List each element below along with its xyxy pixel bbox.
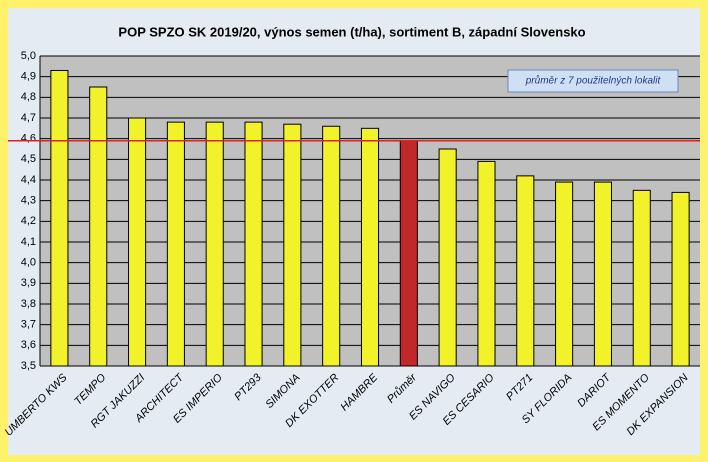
y-tick-label: 4,5: [21, 153, 36, 165]
y-tick-label: 4,3: [21, 195, 36, 207]
bar: [632, 189, 651, 367]
y-tick-label: 4,0: [21, 257, 36, 269]
bar: [516, 175, 535, 367]
bar: [555, 181, 574, 367]
y-tick-label: 3,6: [21, 339, 36, 351]
y-tick-label: 3,7: [21, 319, 36, 331]
chart-title: POP SPZO SK 2019/20, výnos semen (t/ha),…: [118, 24, 585, 39]
annotation: průměr z 7 použitelných lokalit: [525, 75, 662, 87]
bar: [89, 86, 108, 367]
y-tick-label: 4,6: [21, 133, 36, 145]
annotation-box: [507, 69, 679, 93]
y-tick-label: 4,2: [21, 215, 36, 227]
bar: [205, 121, 224, 367]
bar: [671, 191, 690, 367]
bar: [244, 121, 263, 367]
y-tick-label: 4,8: [21, 91, 36, 103]
y-tick-label: 4,9: [21, 71, 36, 83]
bar: [593, 181, 612, 367]
bar: [360, 127, 380, 367]
bar: [166, 121, 185, 367]
bar: [322, 125, 341, 367]
bar: [283, 123, 302, 367]
y-tick-label: 4,1: [21, 236, 36, 248]
bar: [438, 148, 457, 367]
y-tick-label: 3,8: [21, 298, 36, 310]
y-tick-label: 5,0: [21, 50, 36, 62]
y-tick-label: 4,7: [21, 112, 36, 124]
y-tick-label: 3,9: [21, 277, 36, 289]
bar: [50, 69, 69, 367]
y-tick-label: 3,5: [21, 360, 36, 372]
y-tick-label: 4,4: [21, 174, 36, 186]
bar: [477, 160, 496, 367]
bar: [128, 117, 147, 367]
bar: [399, 140, 418, 367]
